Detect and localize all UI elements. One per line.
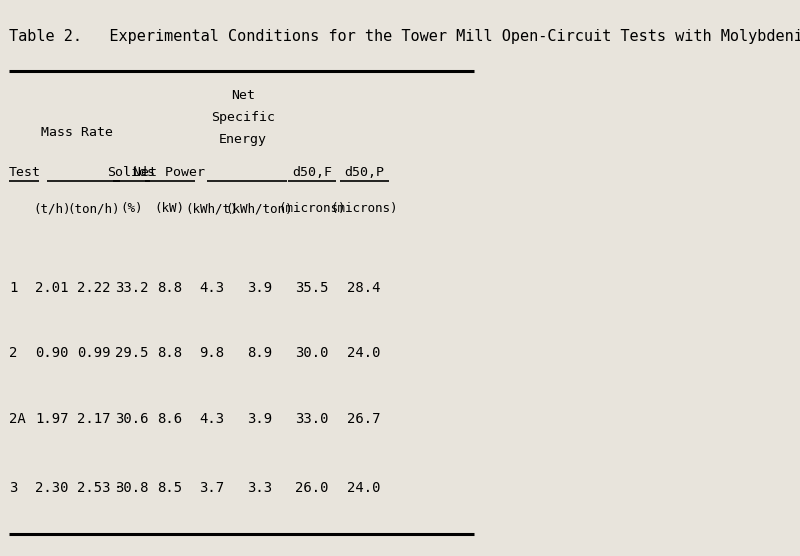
Text: Table 2.   Experimental Conditions for the Tower Mill Open-Circuit Tests with Mo: Table 2. Experimental Conditions for the… xyxy=(9,29,800,44)
Text: 26.0: 26.0 xyxy=(295,480,329,495)
Text: ·: · xyxy=(114,480,122,495)
Text: 0.99: 0.99 xyxy=(77,346,110,360)
Text: 2.22: 2.22 xyxy=(77,281,110,295)
Text: Specific: Specific xyxy=(211,111,275,124)
Text: 2.01: 2.01 xyxy=(35,281,68,295)
Text: (kWh/ton): (kWh/ton) xyxy=(226,202,294,215)
Text: 2A: 2A xyxy=(9,412,26,426)
Text: 1: 1 xyxy=(9,281,18,295)
Text: 33.0: 33.0 xyxy=(295,412,329,426)
Text: d50,F: d50,F xyxy=(292,166,332,178)
Text: d50,P: d50,P xyxy=(344,166,384,178)
Text: 2: 2 xyxy=(9,346,18,360)
Text: 2.30: 2.30 xyxy=(35,480,68,495)
Text: 2.53: 2.53 xyxy=(77,480,110,495)
Text: 2.17: 2.17 xyxy=(77,412,110,426)
Text: 8.8: 8.8 xyxy=(157,281,182,295)
Text: 24.0: 24.0 xyxy=(347,480,381,495)
Text: Test: Test xyxy=(9,166,41,178)
Text: 24.0: 24.0 xyxy=(347,346,381,360)
Text: (t/h): (t/h) xyxy=(33,202,70,215)
Text: 3.9: 3.9 xyxy=(247,412,272,426)
Text: 3.9: 3.9 xyxy=(247,281,272,295)
Text: (%): (%) xyxy=(120,202,142,215)
Text: Net Power: Net Power xyxy=(134,166,206,178)
Text: Mass Rate: Mass Rate xyxy=(42,126,114,139)
Text: 30.0: 30.0 xyxy=(295,346,329,360)
Text: 30.6: 30.6 xyxy=(114,412,148,426)
Text: 33.2: 33.2 xyxy=(114,281,148,295)
Text: 28.4: 28.4 xyxy=(347,281,381,295)
Text: 8.8: 8.8 xyxy=(157,346,182,360)
Text: 26.7: 26.7 xyxy=(347,412,381,426)
Text: 0.90: 0.90 xyxy=(35,346,68,360)
Text: 3.3: 3.3 xyxy=(247,480,272,495)
Text: Solids: Solids xyxy=(107,166,155,178)
Text: 30.8: 30.8 xyxy=(114,480,148,495)
Text: (microns): (microns) xyxy=(278,202,346,215)
Text: (kW): (kW) xyxy=(154,202,184,215)
Text: 8.6: 8.6 xyxy=(157,412,182,426)
Text: (kWh/t): (kWh/t) xyxy=(186,202,238,215)
Text: 29.5: 29.5 xyxy=(114,346,148,360)
Text: 3: 3 xyxy=(9,480,18,495)
Text: 3.7: 3.7 xyxy=(199,480,225,495)
Text: Energy: Energy xyxy=(219,133,267,146)
Text: 1.97: 1.97 xyxy=(35,412,68,426)
Text: 8.9: 8.9 xyxy=(247,346,272,360)
Text: 9.8: 9.8 xyxy=(199,346,225,360)
Text: (microns): (microns) xyxy=(330,202,398,215)
Text: 35.5: 35.5 xyxy=(295,281,329,295)
Text: 4.3: 4.3 xyxy=(199,281,225,295)
Text: (ton/h): (ton/h) xyxy=(67,202,120,215)
Text: Net: Net xyxy=(231,89,255,102)
Text: 4.3: 4.3 xyxy=(199,412,225,426)
Text: 8.5: 8.5 xyxy=(157,480,182,495)
